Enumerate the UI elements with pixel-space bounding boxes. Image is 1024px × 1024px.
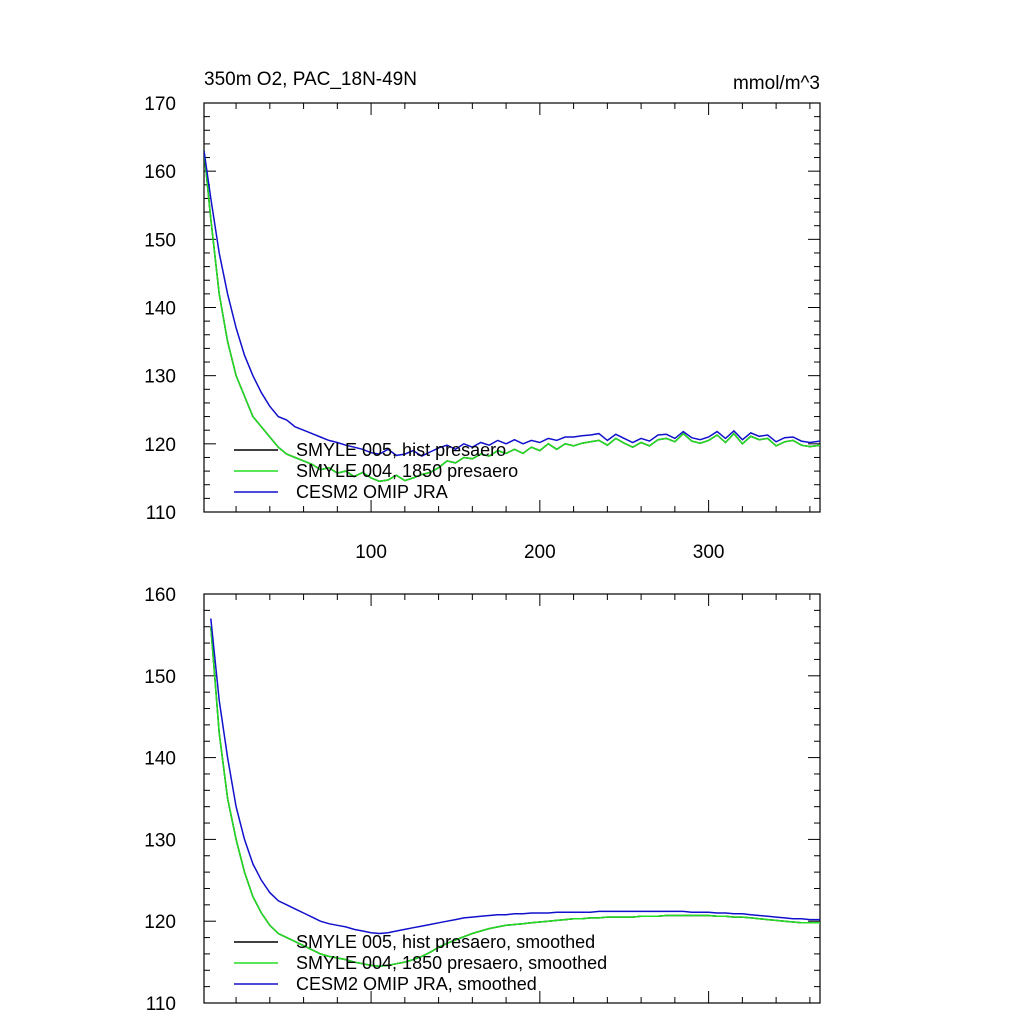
y-tick-label: 150 bbox=[144, 230, 176, 251]
plot-frame bbox=[203, 593, 821, 1004]
y-tick-label: 110 bbox=[146, 503, 176, 524]
legend-label-2: CESM2 OMIP JRA, smoothed bbox=[296, 974, 537, 994]
y-tick-label: 150 bbox=[144, 667, 176, 688]
bottom-panel: 110 120 130 140 150 160 SMYLE 005, hist presae… bbox=[144, 585, 821, 1015]
legend-label-1: SMYLE 004, 1850 presaero, smoothed bbox=[296, 953, 607, 973]
legend-label-2: CESM2 OMIP JRA bbox=[296, 482, 448, 502]
series-line-2 bbox=[210, 618, 820, 935]
legend-label-0: SMYLE 005, hist presaero, smoothed bbox=[296, 932, 595, 952]
series-line-1 bbox=[210, 626, 820, 967]
y-tick-label: 160 bbox=[144, 162, 176, 183]
legend-label-0: SMYLE 005, hist presaero bbox=[296, 440, 506, 460]
y-tick-label: 140 bbox=[144, 299, 176, 320]
y-tick-label: 170 bbox=[144, 94, 176, 115]
x-tick-label: 300 bbox=[693, 542, 725, 563]
y-tick-label: 120 bbox=[144, 435, 176, 456]
y-tick-label: 130 bbox=[144, 830, 176, 851]
x-tick-label: 100 bbox=[355, 542, 387, 563]
units-label: mmol/m^3 bbox=[733, 73, 820, 94]
series-line-0 bbox=[210, 626, 820, 967]
y-tick-label: 140 bbox=[144, 749, 176, 770]
x-tick-label: 200 bbox=[524, 542, 556, 563]
top-panel: 110 120 130 140 150 160 170 100 200 300 350m O2, P… bbox=[144, 69, 821, 563]
y-tick-label: 110 bbox=[146, 994, 176, 1015]
y-tick-label: 160 bbox=[144, 585, 176, 606]
y-tick-label: 130 bbox=[144, 367, 176, 388]
series-line-0 bbox=[204, 150, 820, 483]
legend-label-1: SMYLE 004, 1850 presaero bbox=[296, 461, 518, 481]
y-tick-label: 120 bbox=[144, 912, 176, 933]
series-line-2 bbox=[204, 150, 820, 457]
chart-title: 350m O2, PAC_18N-49N bbox=[204, 69, 417, 90]
series-line-1 bbox=[204, 150, 820, 483]
